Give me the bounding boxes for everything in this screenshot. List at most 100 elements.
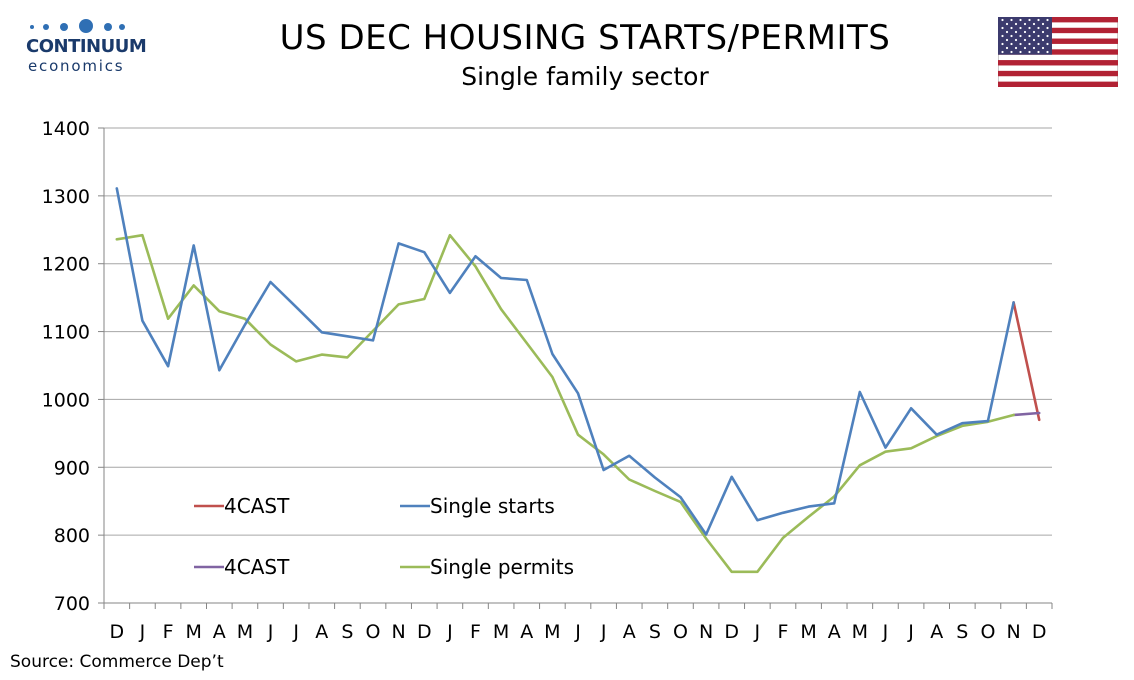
flag-star bbox=[1037, 26, 1040, 30]
x-tick-label: A bbox=[213, 621, 226, 643]
flag-star bbox=[1001, 18, 1004, 22]
x-tick-label: M bbox=[493, 621, 509, 643]
flag-star bbox=[1032, 46, 1036, 50]
legend-label: 4CAST bbox=[224, 555, 290, 579]
flag-star bbox=[1041, 46, 1045, 50]
flag-star bbox=[1028, 26, 1031, 30]
y-tick-label: 1300 bbox=[42, 186, 90, 208]
flag-star bbox=[1046, 50, 1049, 54]
flag-star bbox=[1023, 22, 1027, 26]
x-tick-label: D bbox=[724, 621, 739, 643]
x-tick-label: N bbox=[392, 621, 406, 643]
x-tick-label: J bbox=[600, 621, 607, 643]
x-tick-label: J bbox=[754, 621, 761, 643]
series-line-4cast bbox=[1012, 411, 1041, 417]
chart-lines bbox=[115, 187, 1041, 574]
flag-star bbox=[1019, 26, 1022, 30]
flag-star bbox=[1019, 34, 1022, 38]
x-tick-label: J bbox=[292, 621, 299, 643]
flag-star bbox=[1028, 18, 1031, 22]
flag-stripe bbox=[998, 81, 1118, 87]
x-tick-label: J bbox=[446, 621, 453, 643]
x-tick-label: N bbox=[1006, 621, 1020, 643]
x-tick-label: M bbox=[852, 621, 868, 643]
flag-star bbox=[1001, 50, 1004, 54]
x-tick-label: M bbox=[800, 621, 816, 643]
flag-star bbox=[1010, 42, 1013, 46]
flag-star bbox=[1037, 34, 1040, 38]
flag-star bbox=[1019, 42, 1022, 46]
flag-star bbox=[1005, 22, 1009, 26]
legend-label: Single permits bbox=[430, 555, 574, 579]
flag-stripe bbox=[998, 70, 1118, 77]
flag-star bbox=[1032, 22, 1036, 26]
x-tick-label: N bbox=[699, 621, 713, 643]
flag-star bbox=[1019, 18, 1022, 22]
flag-star bbox=[1023, 46, 1027, 50]
flag-star bbox=[1005, 46, 1009, 50]
x-tick-label: D bbox=[1032, 621, 1047, 643]
us-flag-icon bbox=[998, 17, 1118, 87]
y-axis-ticks: 700 800 900 1000 1100 1200 1300 1400 bbox=[42, 118, 104, 615]
x-tick-label: J bbox=[267, 621, 274, 643]
x-tick-label: S bbox=[956, 621, 968, 643]
flag-star bbox=[1023, 30, 1027, 34]
flag-star bbox=[1046, 18, 1049, 22]
logo-dots-icon bbox=[30, 19, 125, 33]
y-tick-label: 700 bbox=[54, 593, 90, 615]
flag-star bbox=[1037, 42, 1040, 46]
chart-grid bbox=[104, 127, 1052, 536]
flag-stripe bbox=[998, 38, 1118, 44]
flag-star bbox=[1001, 26, 1004, 30]
chart-subtitle: Single family sector bbox=[461, 62, 709, 91]
flag-stripe bbox=[998, 49, 1118, 55]
x-tick-label: S bbox=[341, 621, 353, 643]
y-tick-label: 800 bbox=[54, 525, 90, 547]
x-tick-label: D bbox=[417, 621, 432, 643]
x-tick-label: M bbox=[185, 621, 201, 643]
flag-star bbox=[1014, 46, 1018, 50]
flag-star bbox=[1010, 18, 1013, 22]
x-tick-label: J bbox=[882, 621, 889, 643]
x-tick-label: O bbox=[980, 621, 995, 643]
y-tick-label: 1400 bbox=[42, 118, 90, 140]
flag-star bbox=[1041, 30, 1045, 34]
flag-stripe bbox=[998, 27, 1118, 34]
flag-star bbox=[1005, 38, 1009, 42]
continuum-logo: CONTINUUM economics bbox=[12, 14, 147, 76]
flag-star bbox=[1014, 22, 1018, 26]
flag-star bbox=[1028, 50, 1031, 54]
chart-title: US DEC HOUSING STARTS/PERMITS bbox=[279, 18, 891, 58]
x-tick-label: A bbox=[930, 621, 943, 643]
flag-star bbox=[1014, 30, 1018, 34]
chart-axes bbox=[103, 128, 1052, 604]
x-tick-label: A bbox=[828, 621, 841, 643]
flag-star bbox=[1037, 50, 1040, 54]
x-tick-label: O bbox=[673, 621, 688, 643]
flag-star bbox=[1032, 38, 1036, 42]
flag-star bbox=[1046, 42, 1049, 46]
flag-star bbox=[1010, 26, 1013, 30]
x-tick-label: A bbox=[520, 621, 533, 643]
flag-star bbox=[1001, 34, 1004, 38]
flag-star bbox=[1028, 34, 1031, 38]
x-tick-label: F bbox=[470, 621, 481, 643]
logo-subword: economics bbox=[28, 57, 125, 75]
y-tick-label: 900 bbox=[54, 457, 90, 479]
x-tick-label: J bbox=[139, 621, 146, 643]
x-tick-label: S bbox=[649, 621, 661, 643]
x-tick-label: J bbox=[574, 621, 581, 643]
flag-star bbox=[1028, 42, 1031, 46]
flag-star bbox=[1037, 18, 1040, 22]
flag-star bbox=[1019, 50, 1022, 54]
series-line-single-permits bbox=[115, 233, 1015, 574]
x-tick-label: F bbox=[163, 621, 174, 643]
x-tick-label: O bbox=[366, 621, 381, 643]
logo-word: CONTINUUM bbox=[26, 36, 147, 57]
flag-star bbox=[1023, 38, 1027, 42]
y-tick-label: 1100 bbox=[42, 322, 90, 344]
flag-star bbox=[1005, 30, 1009, 34]
flag-star bbox=[1046, 34, 1049, 38]
